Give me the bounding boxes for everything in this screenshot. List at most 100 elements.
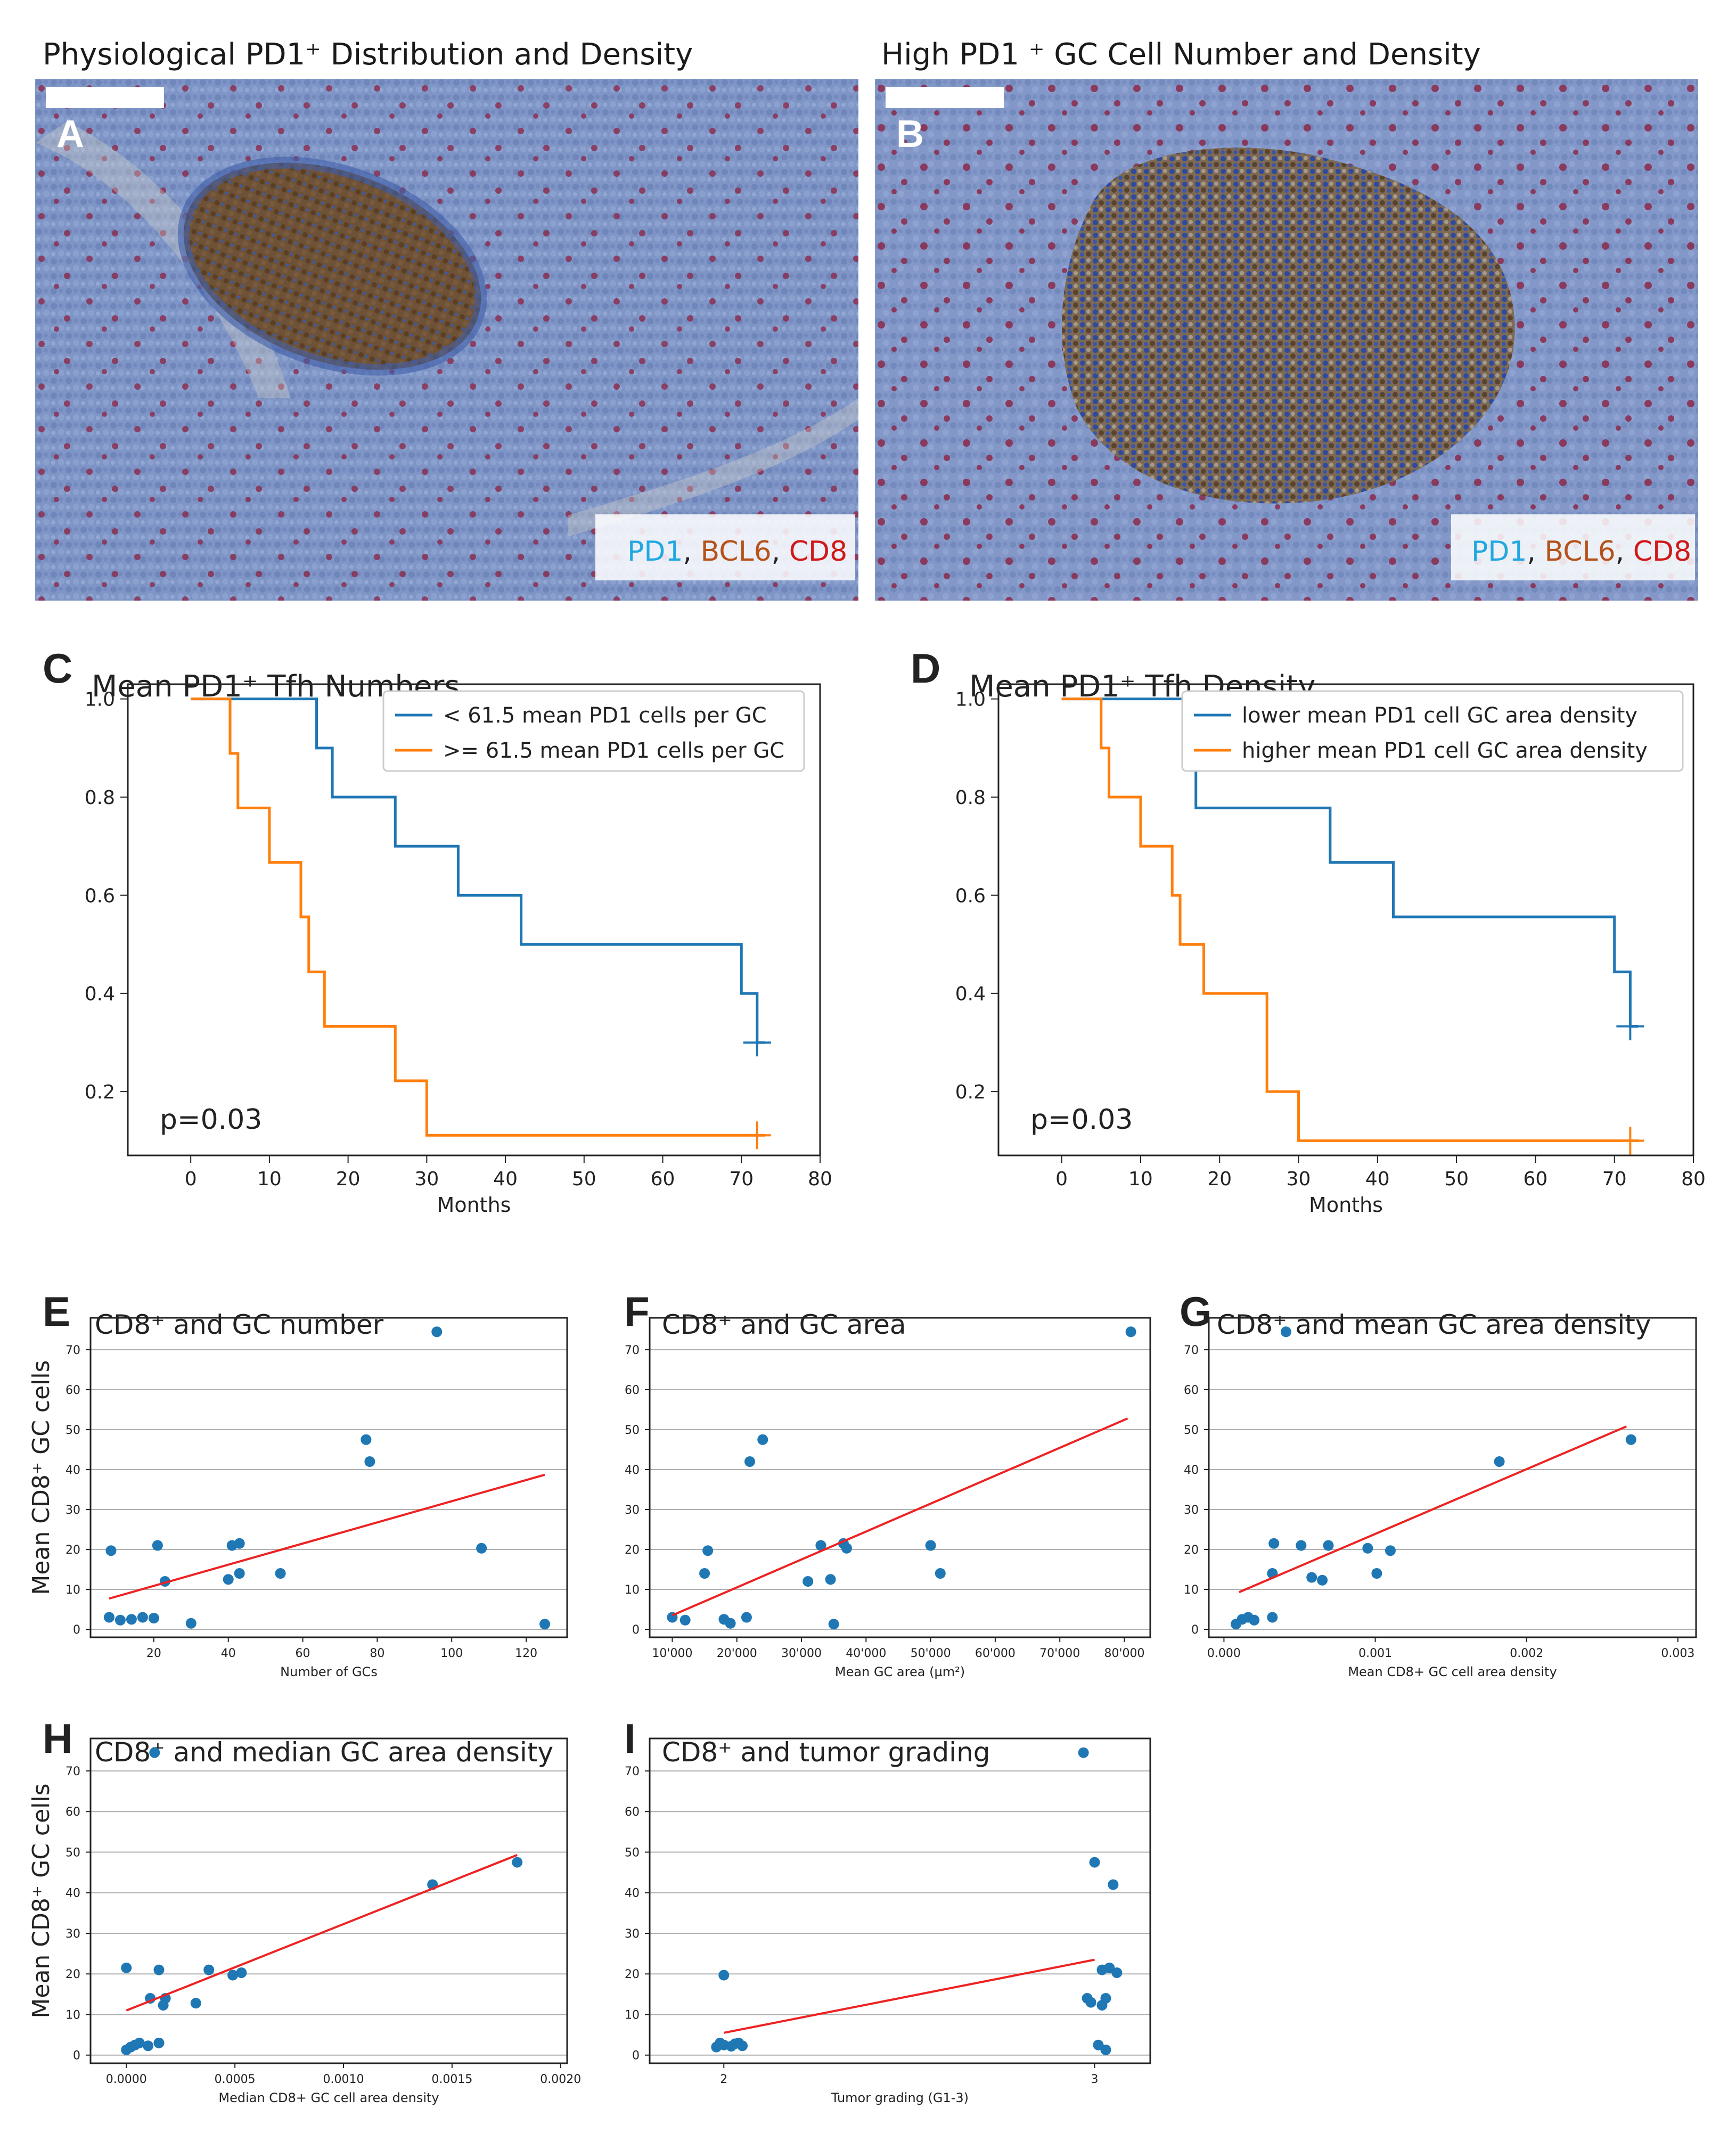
data-point — [1296, 1540, 1307, 1551]
stain-cd8: CD8 — [1633, 536, 1691, 568]
y-tick-label: 10 — [625, 2008, 640, 2022]
regression-line — [126, 1853, 518, 2012]
data-point — [476, 1543, 487, 1554]
data-point — [718, 1970, 730, 1981]
data-point — [203, 1964, 215, 1975]
x-tick-label: 20 — [146, 1647, 161, 1660]
chart-title: CD8⁺ and GC number — [95, 1309, 384, 1340]
data-point — [190, 1998, 201, 2009]
x-axis-label: Number of GCs — [280, 1664, 378, 1679]
data-point — [152, 1540, 163, 1551]
y-tick-label: 30 — [625, 1927, 640, 1941]
data-point — [841, 1543, 852, 1554]
data-point — [125, 2041, 136, 2053]
data-point — [1085, 1997, 1096, 2008]
data-point — [711, 2041, 722, 2053]
y-tick-label: 0.4 — [85, 983, 115, 1005]
y-tick-label: 10 — [625, 1584, 640, 1597]
data-point — [149, 1747, 160, 1758]
data-point — [153, 1964, 165, 1975]
panel-letter-f: F — [624, 1288, 650, 1335]
legend-label: lower mean PD1 cell GC area density — [1242, 703, 1637, 728]
data-point — [159, 1576, 170, 1587]
x-tick-label: 80 — [1681, 1168, 1706, 1190]
data-point — [153, 2037, 165, 2048]
data-point — [226, 1540, 238, 1551]
data-point — [1100, 1993, 1111, 2004]
x-tick-label: 0.0010 — [323, 2073, 364, 2086]
x-tick-label: 2 — [720, 2073, 727, 2086]
y-tick-label: 1.0 — [85, 689, 115, 711]
y-tick-label: 70 — [1184, 1344, 1199, 1357]
data-point — [1100, 2044, 1111, 2055]
data-point — [1267, 1568, 1278, 1579]
y-tick-label: 70 — [65, 1344, 80, 1357]
data-point — [935, 1568, 946, 1579]
data-point — [1371, 1568, 1382, 1579]
x-tick-label: 40'000 — [846, 1647, 886, 1660]
data-point — [1078, 1747, 1089, 1758]
data-point — [1111, 1967, 1123, 1978]
data-point — [1089, 1857, 1100, 1868]
data-point — [227, 1970, 239, 1981]
y-tick-label: 20 — [625, 1968, 640, 1981]
x-tick-label: 50 — [1444, 1168, 1469, 1190]
x-tick-label: 50'000 — [911, 1647, 951, 1660]
data-point — [1093, 2039, 1104, 2050]
y-tick-label: 60 — [65, 1806, 80, 1819]
data-point — [539, 1619, 551, 1630]
data-point — [744, 1456, 755, 1467]
chart-title: CD8⁺ and median GC area density — [95, 1737, 553, 1768]
stain-pd1: PD1 — [627, 536, 683, 568]
y-tick-label: 10 — [65, 1584, 80, 1597]
data-point — [1385, 1545, 1396, 1556]
data-point — [1231, 1619, 1242, 1630]
data-point — [1317, 1574, 1328, 1586]
x-tick-label: 30 — [1287, 1168, 1311, 1190]
p-value-annotation: p=0.03 — [1030, 1104, 1133, 1136]
y-tick-label: 0 — [1191, 1623, 1199, 1637]
y-tick-label: 0.2 — [955, 1081, 986, 1103]
x-tick-label: 20 — [336, 1168, 361, 1190]
x-tick-label: 70 — [1602, 1168, 1627, 1190]
km-curve-low — [191, 698, 765, 1044]
data-point — [160, 1993, 171, 2004]
y-tick-label: 30 — [65, 1504, 80, 1517]
x-tick-label: 40 — [493, 1168, 518, 1190]
y-tick-label: 0.6 — [955, 885, 986, 907]
data-point — [1625, 1434, 1636, 1445]
y-tick-label: 30 — [65, 1927, 80, 1941]
x-tick-label: 20 — [1207, 1168, 1232, 1190]
data-point — [143, 2040, 154, 2052]
data-point — [1096, 1999, 1108, 2011]
data-point — [148, 1613, 159, 1623]
legend-label: < 61.5 mean PD1 cells per GC — [443, 703, 767, 728]
data-point — [121, 1962, 132, 1973]
panel-b-letter: B — [896, 113, 924, 155]
x-tick-label: 0.0020 — [540, 2073, 581, 2086]
x-tick-label: 100 — [440, 1647, 463, 1660]
y-tick-label: 50 — [1184, 1424, 1199, 1437]
y-tick-label: 60 — [625, 1806, 640, 1819]
data-point — [431, 1326, 443, 1338]
data-point — [741, 1612, 752, 1623]
y-tick-label: 70 — [625, 1765, 640, 1778]
y-tick-label: 30 — [625, 1504, 640, 1517]
plot-frame — [649, 1737, 1151, 2064]
data-point — [730, 2038, 741, 2049]
panel-a-letter: A — [56, 113, 84, 155]
data-point — [815, 1540, 826, 1551]
legend-box — [382, 690, 805, 772]
data-point — [1280, 1326, 1291, 1338]
data-point — [427, 1879, 438, 1890]
x-tick-label: 40 — [221, 1647, 236, 1660]
y-tick-label: 40 — [65, 1464, 80, 1477]
data-point — [1306, 1572, 1317, 1583]
data-point — [512, 1857, 523, 1868]
x-tick-label: 60 — [651, 1168, 675, 1190]
data-point — [103, 1612, 114, 1623]
y-tick-label: 50 — [625, 1846, 640, 1859]
y-tick-label: 20 — [625, 1544, 640, 1557]
regression-line — [672, 1417, 1128, 1617]
chart-title: CD8⁺ and tumor grading — [662, 1737, 990, 1768]
